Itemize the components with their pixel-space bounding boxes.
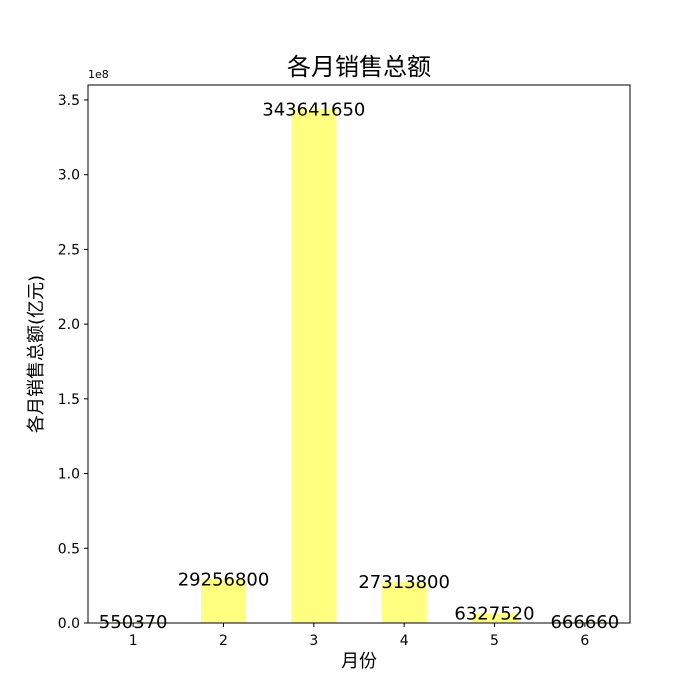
y-axis-label: 各月销售总额(亿元) (26, 275, 47, 433)
chart-title: 各月销售总额 (287, 53, 431, 81)
plot-frame (87, 84, 631, 624)
y-tick-label: 0.5 (58, 541, 80, 557)
y-tick-label: 2.0 (58, 317, 80, 333)
y-tick-label: 3.0 (58, 168, 80, 184)
data-label-month-5: 6327520 (454, 604, 534, 625)
data-label-month-3: 343641650 (262, 99, 365, 120)
axes-layer: 0.0 0.5 1.0 1.5 2.0 2.5 3.0 3.5 1 2 3 4 5 6 (58, 84, 631, 649)
y-tick-label: 3.5 (58, 93, 80, 109)
bar-month-5 (472, 613, 517, 623)
bar-month-3 (291, 109, 337, 623)
x-tick-label: 4 (400, 633, 409, 649)
x-axis-label: 月份 (341, 651, 377, 672)
x-tick-label: 2 (219, 633, 228, 649)
y-offset-label: 1e8 (88, 68, 109, 81)
y-tick-label: 2.5 (58, 242, 80, 258)
y-tick-label: 0.0 (58, 616, 80, 632)
data-label-month-2: 29256800 (178, 569, 270, 590)
bar-month-2 (201, 579, 246, 623)
x-tick-label: 3 (309, 633, 318, 649)
bars-layer (110, 109, 608, 623)
y-tick-label: 1.0 (58, 467, 80, 483)
x-tick-label: 1 (129, 633, 138, 649)
x-tick-label: 5 (490, 633, 499, 649)
data-label-month-4: 27313800 (358, 572, 450, 593)
bar-month-4 (381, 582, 427, 623)
x-tick-label: 6 (580, 633, 589, 649)
y-tick-label: 1.5 (58, 392, 80, 408)
